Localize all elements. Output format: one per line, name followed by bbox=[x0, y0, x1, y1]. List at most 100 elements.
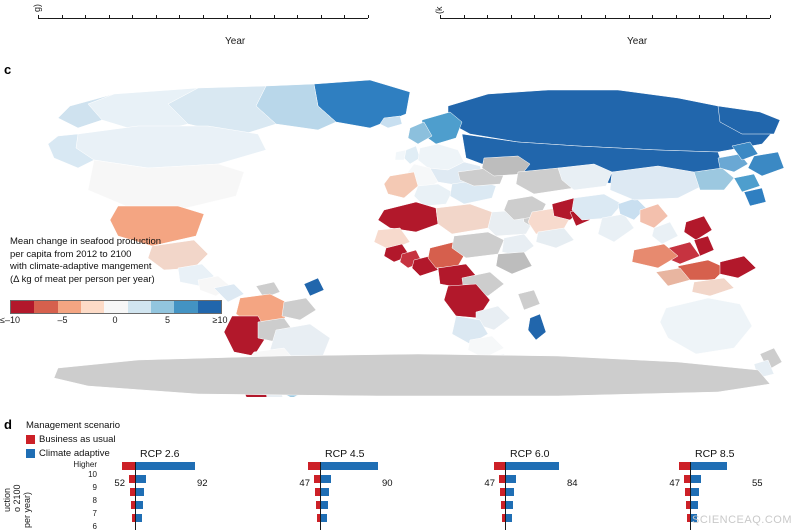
axis-tickmark bbox=[510, 15, 512, 18]
scenario-title: RCP 8.5 bbox=[695, 448, 735, 460]
axis-tickmark bbox=[132, 15, 134, 18]
bar-climate-adaptive bbox=[321, 462, 378, 470]
axis-tickmark bbox=[440, 15, 441, 18]
axis-tickmark bbox=[581, 15, 583, 18]
bar-business-as-usual bbox=[316, 501, 320, 509]
axis-tickmark bbox=[368, 15, 369, 18]
world-map: .ctry{stroke:#ffffff;stroke-width:0.5;} bbox=[18, 72, 788, 397]
scenario-title: RCP 2.6 bbox=[140, 448, 180, 460]
legend-tick-label: ≤–10 bbox=[0, 315, 20, 325]
axis-tickmark bbox=[226, 15, 228, 18]
bar-climate-adaptive bbox=[691, 475, 701, 483]
scenario-left-value: 47 bbox=[484, 478, 495, 489]
scenario-zero-axis bbox=[690, 462, 691, 530]
scenario-title: RCP 4.5 bbox=[325, 448, 365, 460]
legend-tick-label: ≥10 bbox=[212, 315, 228, 325]
map-caption-line-1: Mean change in seafood production bbox=[10, 236, 162, 247]
top-right-axis: 1960197019801990200020102020203020402050… bbox=[440, 0, 780, 46]
panel-d-y-tick-label: 9 bbox=[92, 483, 97, 492]
map-caption-line-3: with climate-adaptive mangement bbox=[10, 261, 152, 272]
axis-tickmark bbox=[38, 15, 39, 18]
map-caption: Mean change in seafood production per ca… bbox=[10, 236, 220, 286]
bar-business-as-usual bbox=[129, 475, 135, 483]
bar-business-as-usual bbox=[121, 462, 135, 470]
legend-label-climate-adaptive: Climate adaptive bbox=[39, 448, 110, 459]
axis-tickmark bbox=[203, 15, 204, 18]
bar-climate-adaptive bbox=[691, 488, 699, 496]
bar-climate-adaptive bbox=[506, 488, 514, 496]
axis-tickmark bbox=[250, 15, 252, 18]
bar-business-as-usual bbox=[493, 462, 505, 470]
bar-climate-adaptive bbox=[691, 514, 697, 522]
axis-tickmark bbox=[605, 15, 606, 18]
axis-tickmark bbox=[628, 15, 630, 18]
bar-climate-adaptive bbox=[691, 501, 698, 509]
legend-color-cell bbox=[80, 301, 105, 313]
bar-business-as-usual bbox=[315, 488, 320, 496]
axis-tickmark bbox=[297, 15, 299, 18]
scenario-zero-axis bbox=[505, 462, 506, 530]
bar-climate-adaptive bbox=[506, 514, 512, 522]
management-scenario-title: Management scenario bbox=[26, 420, 120, 431]
panel-d-letter: d bbox=[4, 417, 12, 432]
axis-tickmark bbox=[463, 15, 465, 18]
map-caption-line-2: per capita from 2012 to 2100 bbox=[10, 248, 132, 260]
legend-item-climate-adaptive: Climate adaptive bbox=[26, 448, 110, 459]
axis-tickmark bbox=[557, 15, 559, 18]
bar-climate-adaptive bbox=[321, 501, 328, 509]
bar-business-as-usual bbox=[687, 514, 690, 522]
legend-color-cell bbox=[34, 301, 58, 313]
legend-color-cell bbox=[57, 301, 81, 313]
axis-tickmark bbox=[770, 15, 771, 18]
bar-business-as-usual bbox=[131, 501, 135, 509]
axis-tickmark bbox=[61, 15, 63, 18]
axis-tickmark bbox=[534, 15, 536, 18]
scenario-right-value: 84 bbox=[567, 478, 578, 489]
legend-color-cell bbox=[104, 301, 128, 313]
bar-business-as-usual bbox=[502, 514, 505, 522]
bar-business-as-usual bbox=[684, 475, 690, 483]
legend-tick-label: 5 bbox=[164, 315, 170, 325]
axis-tickmark bbox=[344, 15, 346, 18]
panel-d-y-tick-label: 6 bbox=[92, 522, 97, 531]
axis-tickmark bbox=[320, 15, 322, 18]
legend-color-cell bbox=[174, 301, 198, 313]
bar-climate-adaptive bbox=[506, 462, 560, 470]
scenario-title: RCP 6.0 bbox=[510, 448, 550, 460]
axis-tickmark bbox=[108, 15, 110, 18]
legend-tick-label: –5 bbox=[57, 315, 68, 325]
bar-climate-adaptive bbox=[136, 462, 195, 470]
axis-line bbox=[440, 18, 770, 19]
legend-label-business-as-usual: Business as usual bbox=[39, 434, 116, 445]
legend-swatch-business-as-usual bbox=[26, 435, 35, 444]
bar-climate-adaptive bbox=[136, 488, 144, 496]
bar-business-as-usual bbox=[317, 514, 320, 522]
legend-swatch-climate-adaptive bbox=[26, 449, 35, 458]
panel-d-y-tick-label: 8 bbox=[92, 496, 97, 505]
bar-business-as-usual bbox=[132, 514, 135, 522]
legend-color-cell bbox=[11, 301, 35, 313]
bar-climate-adaptive bbox=[321, 475, 332, 483]
top-left-ylabel-fragment: g) bbox=[32, 3, 42, 12]
bar-business-as-usual bbox=[686, 501, 690, 509]
bar-climate-adaptive bbox=[506, 501, 513, 509]
scenario-right-value: 90 bbox=[382, 478, 393, 489]
scenario-left-value: 52 bbox=[114, 478, 125, 489]
world-map-svg: .ctry{stroke:#ffffff;stroke-width:0.5;} bbox=[18, 72, 788, 397]
panel-d-y-tick-label: 7 bbox=[92, 509, 97, 518]
axis-tickmark bbox=[85, 15, 87, 18]
legend-tick-label: 0 bbox=[112, 315, 118, 325]
panel-d-y-tick-label: 10 bbox=[88, 470, 97, 479]
bar-business-as-usual bbox=[501, 501, 505, 509]
watermark: SCIENCEAQ.COM bbox=[691, 514, 792, 526]
top-right-ylabel-fragment: (k bbox=[434, 6, 444, 15]
axis-line bbox=[38, 18, 368, 19]
bar-business-as-usual bbox=[499, 475, 505, 483]
panel-d-y-tick-label: Higher bbox=[73, 460, 97, 469]
axis-tickmark bbox=[487, 15, 489, 18]
axis-tickmark bbox=[746, 15, 748, 18]
axis-tickmark bbox=[652, 15, 654, 18]
top-right-xlabel: Year bbox=[627, 36, 648, 47]
top-left-axis: 1960197019801990200020102020203020402050… bbox=[38, 0, 378, 46]
